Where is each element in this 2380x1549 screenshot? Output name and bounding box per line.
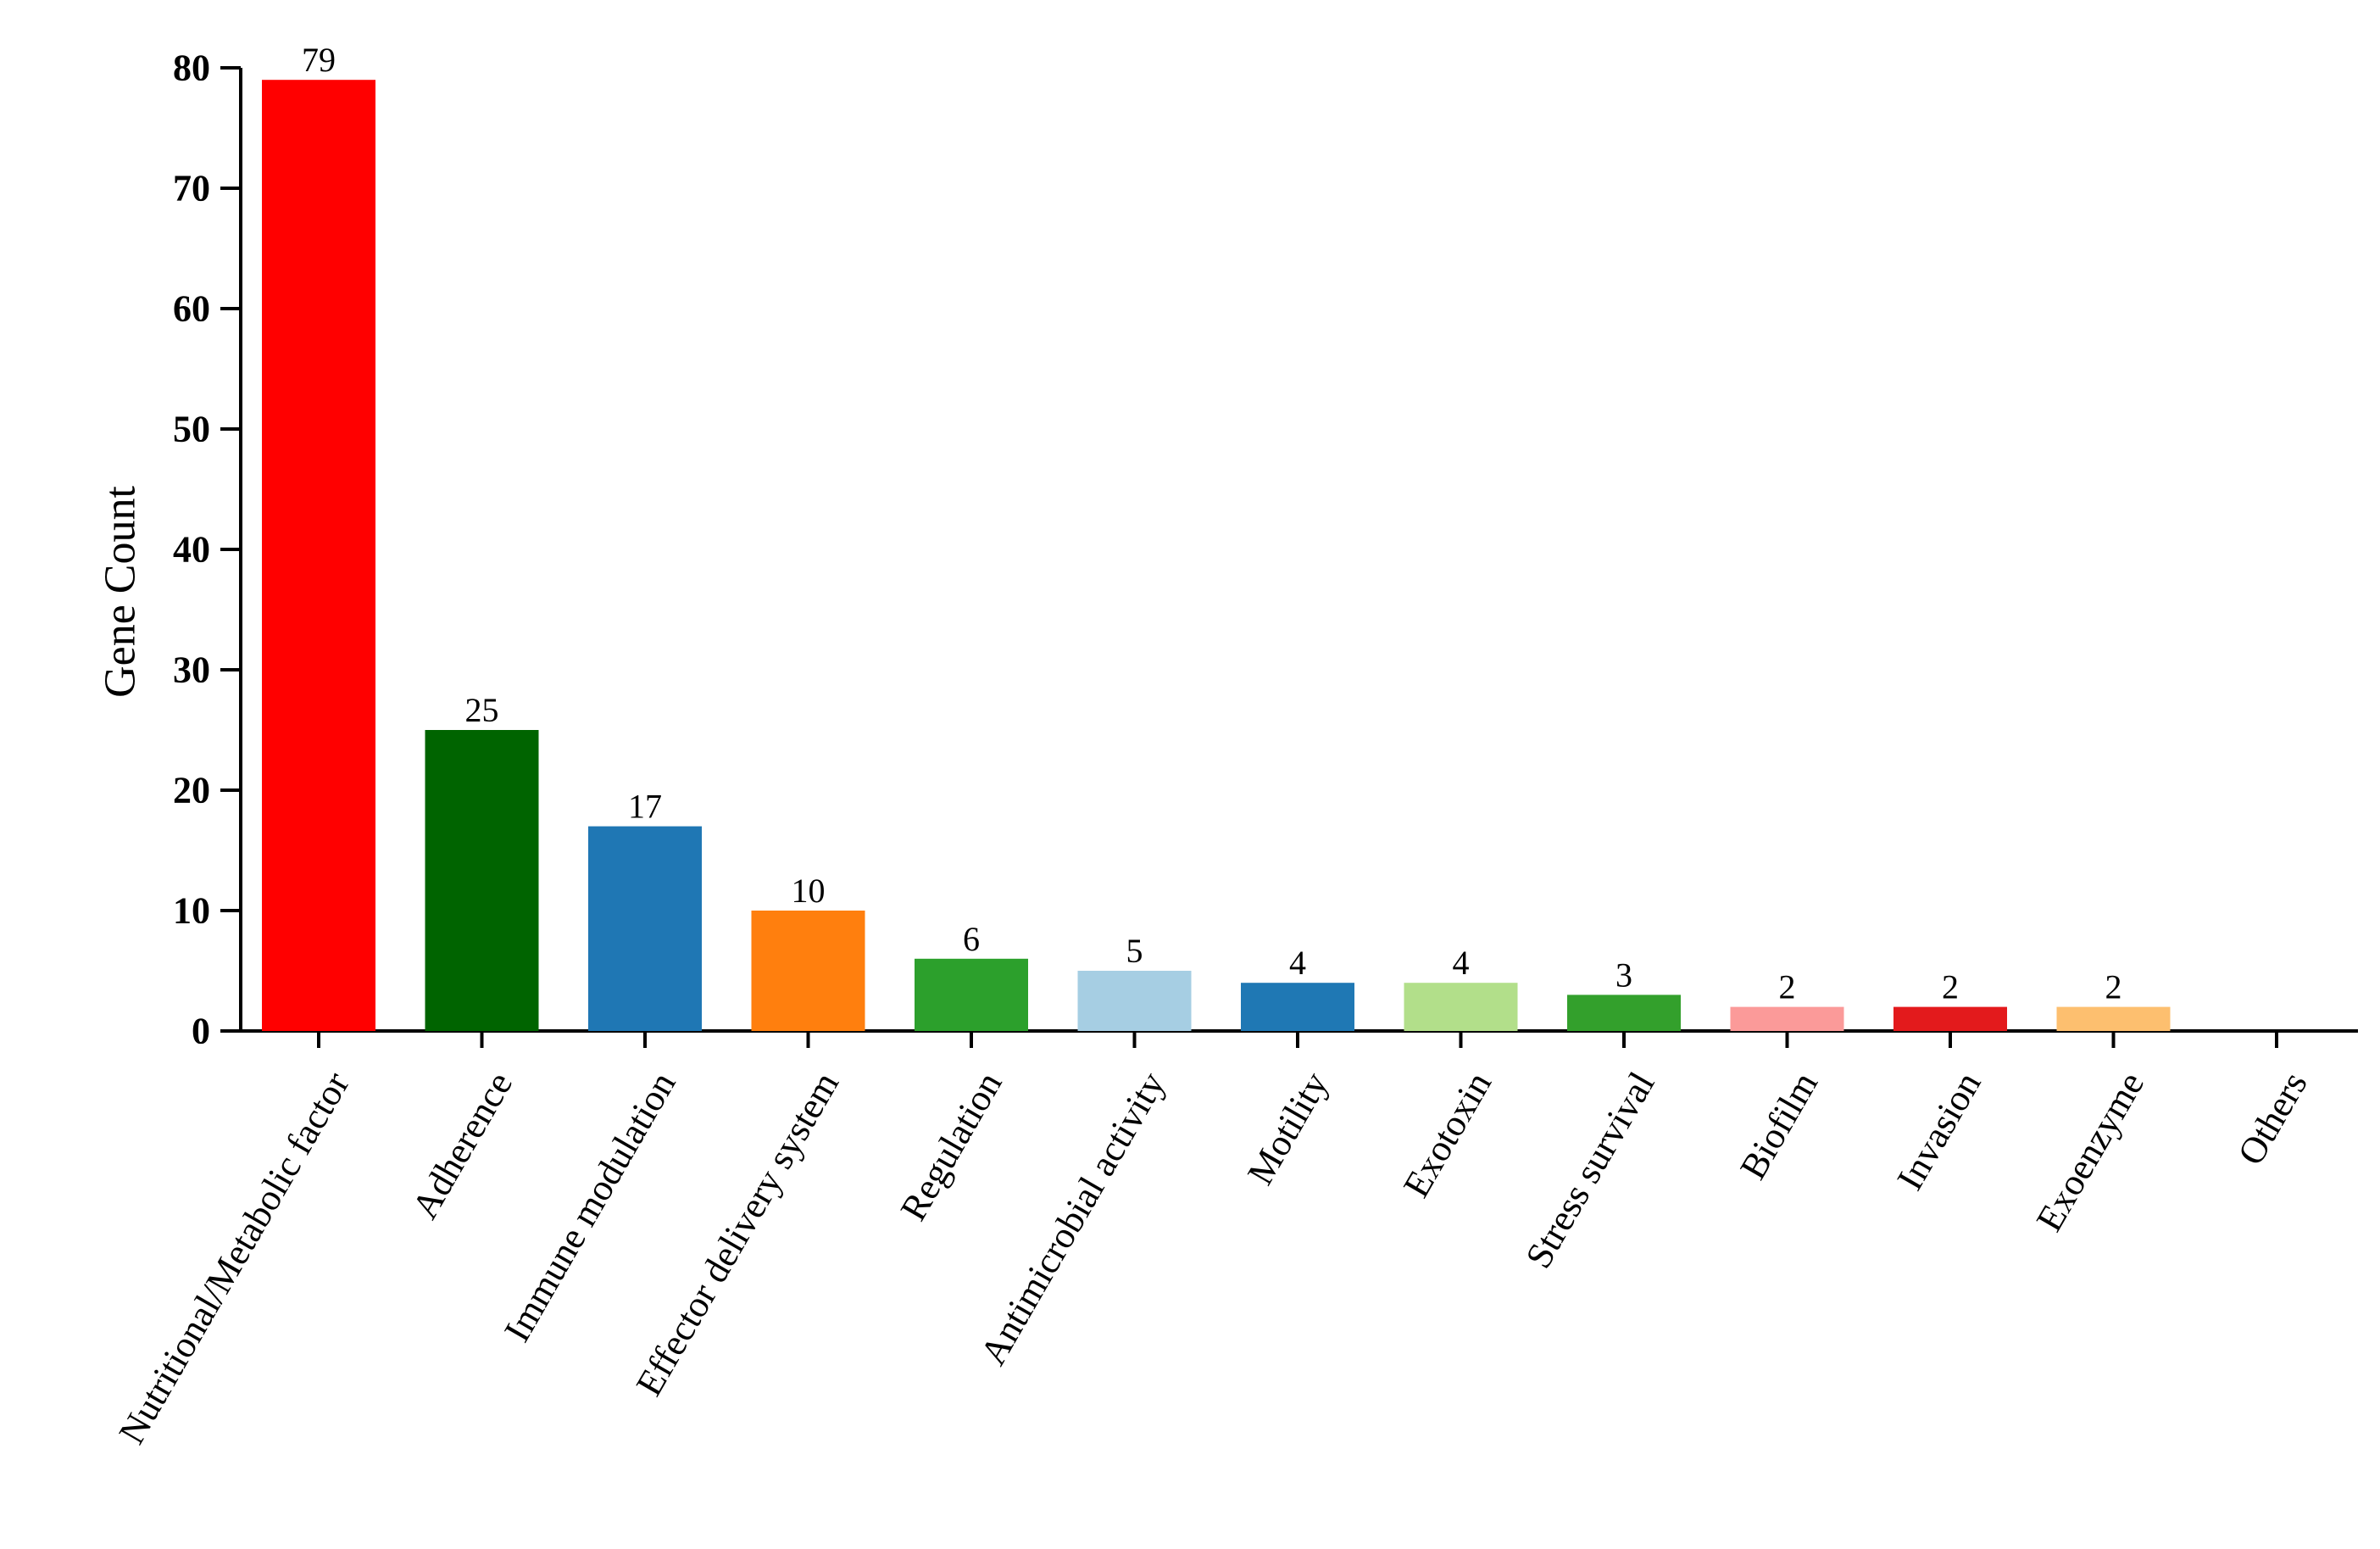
bar-value-label: 2 (2105, 968, 2122, 1006)
y-tick-label: 40 (173, 529, 210, 571)
bar (1893, 1006, 2007, 1031)
bars (262, 80, 2171, 1032)
value-labels: 79 25 17 10 6 5 4 4 3 2 2 2 (302, 41, 2122, 1006)
x-tick-label: Others (2230, 1065, 2316, 1172)
x-tick-label: Biofilm (1732, 1065, 1826, 1186)
bar-value-label: 79 (302, 41, 336, 79)
bar (2056, 1006, 2171, 1031)
bar-value-label: 2 (1942, 968, 1959, 1006)
bar (915, 958, 1028, 1031)
x-axis: Nutritional/Metabolic factor AdherenceImm… (111, 1029, 2358, 1451)
x-tick-label: Stress survival (1517, 1065, 1662, 1275)
bar (262, 80, 375, 1032)
bar-value-label: 3 (1615, 956, 1632, 994)
bar (1241, 983, 1354, 1031)
bar-value-label: 6 (963, 920, 980, 958)
bar-value-label: 25 (465, 691, 499, 729)
bar-value-label: 5 (1126, 932, 1143, 970)
y-tick-label: 50 (173, 409, 210, 450)
bar-value-label: 17 (628, 788, 662, 826)
bar (588, 826, 702, 1031)
bar (751, 911, 865, 1031)
y-tick-label: 10 (173, 890, 210, 932)
x-tick-label: Motility (1239, 1065, 1337, 1191)
y-tick-label: 60 (173, 288, 210, 330)
bar (1730, 1006, 1844, 1031)
x-tick-label: Regulation (892, 1065, 1010, 1228)
y-tick-label: 80 (173, 47, 210, 89)
y-tick-label: 30 (173, 649, 210, 691)
bar (1567, 995, 1681, 1031)
bar-value-label: 2 (1779, 968, 1796, 1006)
x-tick-label: Nutritional/Metabolic factor (111, 1065, 358, 1451)
y-tick-label: 0 (192, 1011, 210, 1052)
bar (425, 730, 539, 1031)
y-tick-label: 70 (173, 168, 210, 209)
x-tick-label: Exoenzyme (2028, 1065, 2152, 1238)
x-tick-label: Adherence (403, 1065, 520, 1226)
x-tick-label: Exotoxin (1395, 1065, 1499, 1204)
y-axis: 0 10 20 30 40 50 60 70 80 (173, 47, 242, 1052)
x-tick-label: Immune modulation (496, 1065, 683, 1349)
x-tick-label: Invasion (1888, 1065, 1988, 1197)
y-axis-title: Gene Count (97, 486, 145, 698)
x-tick-label: Antimicrobial activity (972, 1065, 1173, 1372)
bar (1404, 983, 1518, 1031)
bar-value-label: 4 (1289, 944, 1306, 982)
bar (1077, 971, 1192, 1031)
bar-value-label: 10 (792, 872, 826, 910)
y-tick-label: 20 (173, 770, 210, 811)
bar-value-label: 4 (1453, 944, 1470, 982)
